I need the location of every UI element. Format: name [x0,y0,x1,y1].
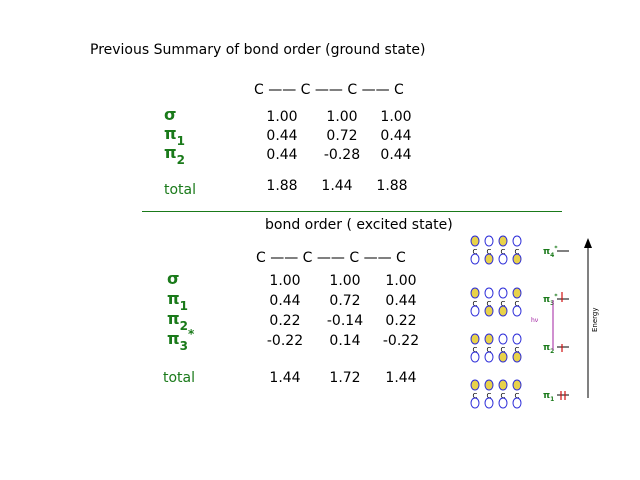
orbital-lobe [498,235,508,247]
excited-bond-order-value: 0.22 [385,313,417,329]
orbital-lobe [512,397,522,409]
excited-orbital-label: π1 [167,289,189,313]
ground-bond-order-value: 0.72 [326,128,358,144]
excited-bond-order-value: -0.22 [266,333,304,349]
excited-orbital-label: σ [167,269,180,288]
carbon-atom-label: C [501,248,506,256]
ground-bond-order-value: 0.44 [266,128,298,144]
orbital-lobe [470,287,480,299]
orbital-lobe [498,379,508,391]
orbital-lobe [512,351,522,363]
excited-total-value: 1.72 [329,370,361,386]
excited-state-title: bond order ( excited state) [265,217,453,233]
carbon-atom-label: C [515,346,520,354]
orbital-lobe [484,235,494,247]
excited-orbital-label: π2 [167,309,189,333]
excited-bond-order-value: 0.14 [329,333,361,349]
orbital-lobe [498,305,508,317]
orbital-lobe [512,287,522,299]
carbon-atom-label: C [473,248,478,256]
excited-bond-order-value: -0.14 [326,313,364,329]
ground-total-label: total [164,182,197,198]
carbon-atom-label: C [473,300,478,308]
ground-state-title: Previous Summary of bond order (ground s… [90,42,426,58]
ground-total-value: 1.44 [321,178,353,194]
carbon-atom-label: C [515,300,520,308]
excited-bond-order-value: 1.00 [329,273,361,289]
excited-bond-order-value: 0.72 [329,293,361,309]
excited-bond-order-value: 0.44 [269,293,301,309]
orbital-lobe [484,379,494,391]
excited-bond-order-value: 0.22 [269,313,301,329]
orbital-lobe [470,397,480,409]
energy-axis-label: Energy [591,307,599,332]
ground-bond-order-value: 0.44 [380,147,412,163]
orbital-lobe [484,305,494,317]
carbon-atom-label: C [501,392,506,400]
carbon-atom-label: C [473,346,478,354]
energy-axis-arrowhead [584,238,592,248]
orbital-lobe [484,351,494,363]
carbon-atom-label: C [501,300,506,308]
orbital-lobe [512,235,522,247]
orbital-lobe [484,287,494,299]
orbital-lobe [470,333,480,345]
orbital-lobe [498,287,508,299]
ground-bond-order-value: 1.00 [266,109,298,125]
energy-level-label: π1 [543,391,554,403]
ground-bond-order-value: 0.44 [266,147,298,163]
ground-bond-order-value: 0.44 [380,128,412,144]
carbon-atom-label: C [501,346,506,354]
energy-level-label: π3* [543,293,558,307]
carbon-atom-label: C [515,392,520,400]
orbital-lobe [470,305,480,317]
excited-total-value: 1.44 [385,370,417,386]
excited-bond-order-value: -0.22 [382,333,420,349]
excited-total-value: 1.44 [269,370,301,386]
carbon-atom-label: C [487,346,492,354]
energy-level-label: π4* [543,245,558,259]
excited-bond-order-value: 1.00 [269,273,301,289]
ground-carbon-chain: C —— C —— C —— C [254,82,404,98]
ground-orbital-label: π1 [164,124,186,148]
ground-bond-order-value: 1.00 [326,109,358,125]
orbital-lobe [498,333,508,345]
carbon-atom-label: C [473,392,478,400]
ground-orbital-label: σ [164,105,177,124]
orbital-lobe [498,351,508,363]
orbital-lobe [512,333,522,345]
ground-total-value: 1.88 [376,178,408,194]
orbital-lobe [512,305,522,317]
orbital-lobe [470,351,480,363]
excited-bond-order-value: 0.44 [385,293,417,309]
carbon-atom-label: C [487,300,492,308]
orbital-lobe [470,253,480,265]
orbital-lobe [470,379,480,391]
energy-level-label: π2 [543,343,554,355]
mo-energy-diagram: C C C C C C C C C C C C C C C Cπ4* π3* π2 π1 hν Energy [470,235,599,409]
ground-orbital-label: π2 [164,143,186,167]
photon-label: hν [531,317,539,324]
orbital-lobe [484,397,494,409]
excited-total-label: total [163,370,196,386]
excited-orbital-label: π3* [167,327,195,353]
section-divider [142,211,562,212]
orbital-lobe [512,253,522,265]
orbital-lobe [470,235,480,247]
orbital-lobe [484,333,494,345]
orbital-lobe [484,253,494,265]
excited-bond-order-value: 1.00 [385,273,417,289]
carbon-atom-label: C [487,392,492,400]
carbon-atom-label: C [487,248,492,256]
orbital-lobe [498,397,508,409]
orbital-lobe [498,253,508,265]
excited-carbon-chain: C —— C —— C —— C [256,250,406,266]
ground-total-value: 1.88 [266,178,298,194]
carbon-atom-label: C [515,248,520,256]
orbital-lobe [512,379,522,391]
ground-bond-order-value: -0.28 [323,147,361,163]
ground-bond-order-value: 1.00 [380,109,412,125]
